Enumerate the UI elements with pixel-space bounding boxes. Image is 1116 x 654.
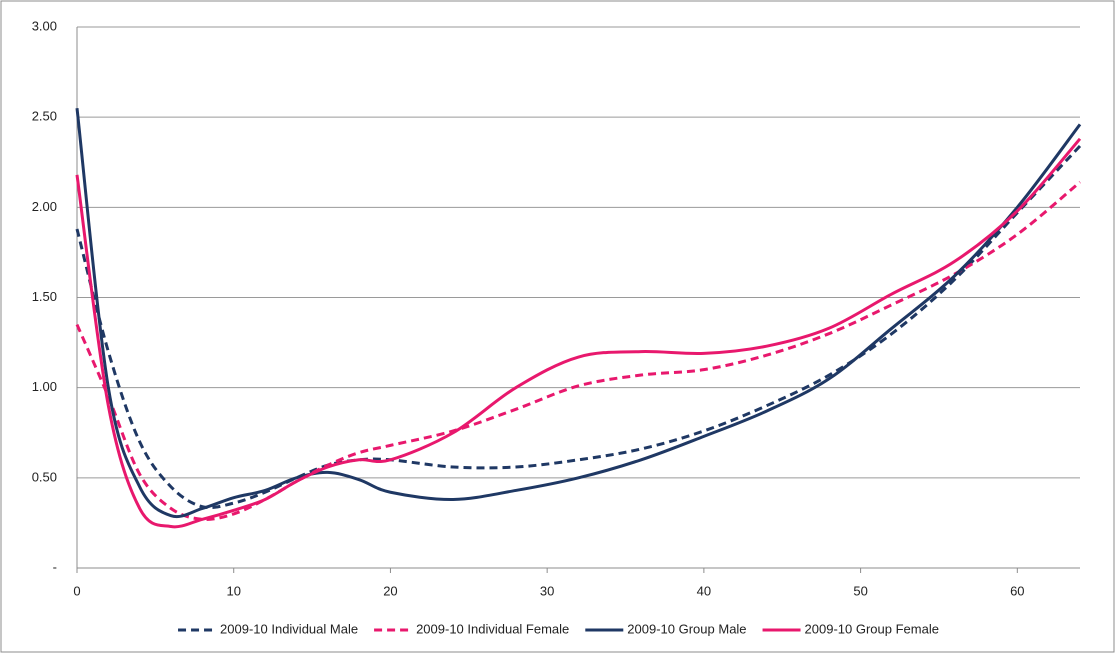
legend-label: 2009-10 Group Female bbox=[805, 621, 939, 636]
y-tick-label: 1.00 bbox=[32, 379, 57, 394]
series-line bbox=[75, 144, 1082, 510]
y-tick-label: 1.50 bbox=[32, 289, 57, 304]
x-tick-label: 30 bbox=[540, 583, 554, 598]
series-line bbox=[75, 137, 1082, 529]
x-tick-label: 20 bbox=[383, 583, 397, 598]
y-tick-label: 2.50 bbox=[32, 109, 57, 124]
legend-label: 2009-10 Group Male bbox=[627, 621, 746, 636]
y-tick-label: 0.50 bbox=[32, 469, 57, 484]
y-tick-label: 3.00 bbox=[32, 18, 57, 33]
x-tick-label: 60 bbox=[1010, 583, 1024, 598]
legend-label: 2009-10 Individual Female bbox=[416, 621, 569, 636]
series-line bbox=[75, 107, 1082, 519]
x-tick-label: 10 bbox=[226, 583, 240, 598]
y-tick-label: 2.00 bbox=[32, 199, 57, 214]
x-tick-label: 0 bbox=[73, 583, 80, 598]
y-tick-label: - bbox=[53, 559, 57, 574]
x-tick-label: 50 bbox=[853, 583, 867, 598]
x-tick-label: 40 bbox=[697, 583, 711, 598]
legend-label: 2009-10 Individual Male bbox=[220, 621, 358, 636]
